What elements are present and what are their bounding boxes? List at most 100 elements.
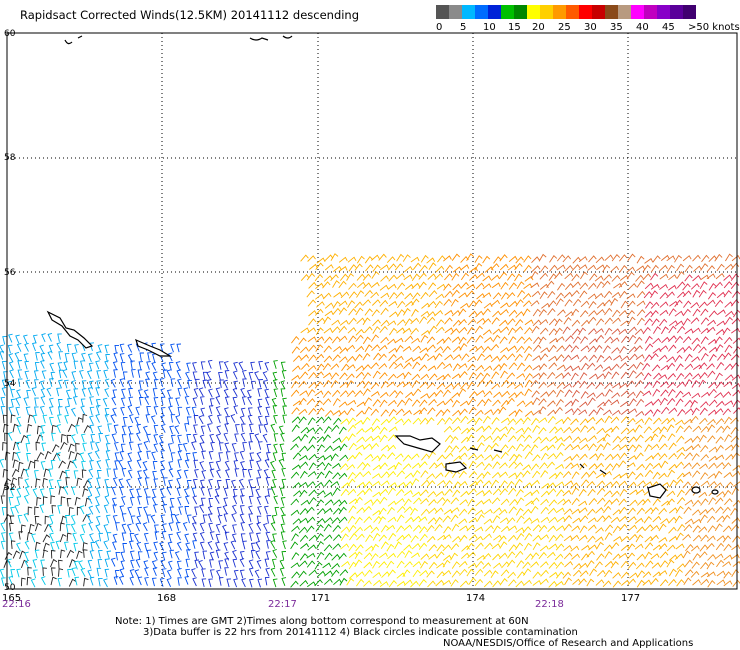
wind-barb: [316, 257, 326, 264]
wind-barb: [708, 255, 718, 263]
wind-barb: [42, 414, 48, 424]
wind-barb: [644, 401, 654, 407]
wind-barb: [153, 443, 159, 453]
wind-barb: [514, 273, 523, 282]
wind-barb: [660, 381, 669, 388]
wind-barb: [152, 353, 157, 363]
wind-barb: [239, 415, 245, 425]
wind-barb: [435, 293, 445, 300]
wind-barb: [523, 542, 532, 551]
wind-barb: [522, 561, 531, 569]
wind-barb: [554, 272, 563, 280]
wind-barb: [570, 482, 579, 489]
wind-barb: [483, 435, 493, 442]
wind-barb: [579, 453, 588, 461]
wind-barb: [420, 498, 429, 505]
wind-barb: [434, 507, 444, 514]
wind-barb: [71, 371, 76, 380]
wind-barb: [563, 508, 573, 515]
wind-barb: [619, 506, 628, 514]
wind-barb: [603, 290, 613, 299]
wind-barb: [315, 353, 325, 361]
wind-barb: [316, 471, 325, 480]
wind-barb: [403, 409, 412, 416]
wind-barb: [387, 320, 397, 327]
wind-barb: [272, 548, 278, 558]
wind-barb: [596, 487, 606, 495]
wind-barb: [110, 378, 116, 388]
wind-barb: [111, 433, 117, 443]
wind-barb: [290, 471, 300, 479]
wind-barb: [611, 409, 621, 416]
wind-barb: [129, 496, 135, 506]
wind-barb: [8, 532, 14, 542]
wind-barb: [412, 470, 421, 478]
wind-barb: [354, 419, 364, 426]
wind-barb: [316, 301, 325, 308]
wind-barb: [378, 561, 387, 568]
wind-barb: [110, 414, 116, 424]
wind-barb: [9, 522, 14, 532]
wind-barb: [83, 549, 88, 558]
wind-barb: [684, 569, 694, 577]
wind-barb: [691, 392, 701, 399]
wind-barb: [316, 499, 325, 507]
wind-barb: [249, 459, 255, 469]
wind-barb: [150, 415, 156, 425]
wind-barb: [427, 300, 437, 308]
wind-barb: [555, 398, 564, 407]
wind-barb: [619, 382, 628, 389]
wind-barb: [373, 352, 382, 360]
wind-barb: [732, 579, 740, 587]
wind-barb: [692, 470, 701, 478]
wind-barb: [298, 380, 307, 388]
wind-barb: [4, 551, 13, 560]
wind-barb: [668, 442, 677, 450]
wind-barb: [388, 408, 397, 417]
wind-barb: [208, 522, 213, 532]
wind-barb: [300, 542, 309, 549]
wind-barb: [516, 400, 526, 407]
wind-barb: [364, 453, 374, 461]
wind-barb: [586, 481, 595, 488]
wind-barb: [1, 360, 7, 370]
wind-barb: [18, 531, 23, 540]
wind-barb: [538, 398, 547, 406]
wind-barb: [34, 506, 39, 516]
wind-barb: [716, 309, 726, 316]
wind-barb: [121, 532, 127, 542]
wind-barb: [715, 273, 725, 280]
wind-barb: [160, 415, 165, 425]
wind-barb: [248, 479, 253, 488]
wind-barb: [482, 415, 491, 424]
wind-barb: [14, 504, 20, 514]
wind-barb: [208, 388, 213, 398]
wind-barb: [684, 499, 694, 506]
wind-barb: [514, 453, 523, 462]
wind-barb: [403, 371, 412, 380]
wind-barb: [506, 381, 516, 389]
wind-barb: [442, 570, 452, 577]
wind-barb: [669, 320, 678, 327]
wind-barb: [169, 425, 174, 435]
wind-barb: [16, 425, 22, 435]
wind-barb: [618, 498, 627, 506]
wind-barb: [563, 317, 572, 325]
wind-barb: [588, 435, 597, 442]
wind-barb: [332, 472, 341, 480]
wind-barb: [619, 265, 628, 273]
wind-barb: [44, 523, 52, 533]
wind-barb: [499, 517, 509, 524]
wind-barb: [475, 454, 484, 461]
wind-barb: [555, 292, 564, 300]
wind-barb: [112, 389, 118, 399]
wind-barb: [136, 541, 142, 551]
wind-barb: [500, 292, 510, 300]
wind-barb: [453, 455, 462, 462]
wind-barb: [102, 397, 108, 407]
wind-barb: [12, 550, 20, 559]
wind-barb: [161, 531, 167, 540]
wind-barb: [10, 569, 15, 578]
wind-barb: [281, 452, 287, 462]
wind-barb: [523, 337, 533, 344]
